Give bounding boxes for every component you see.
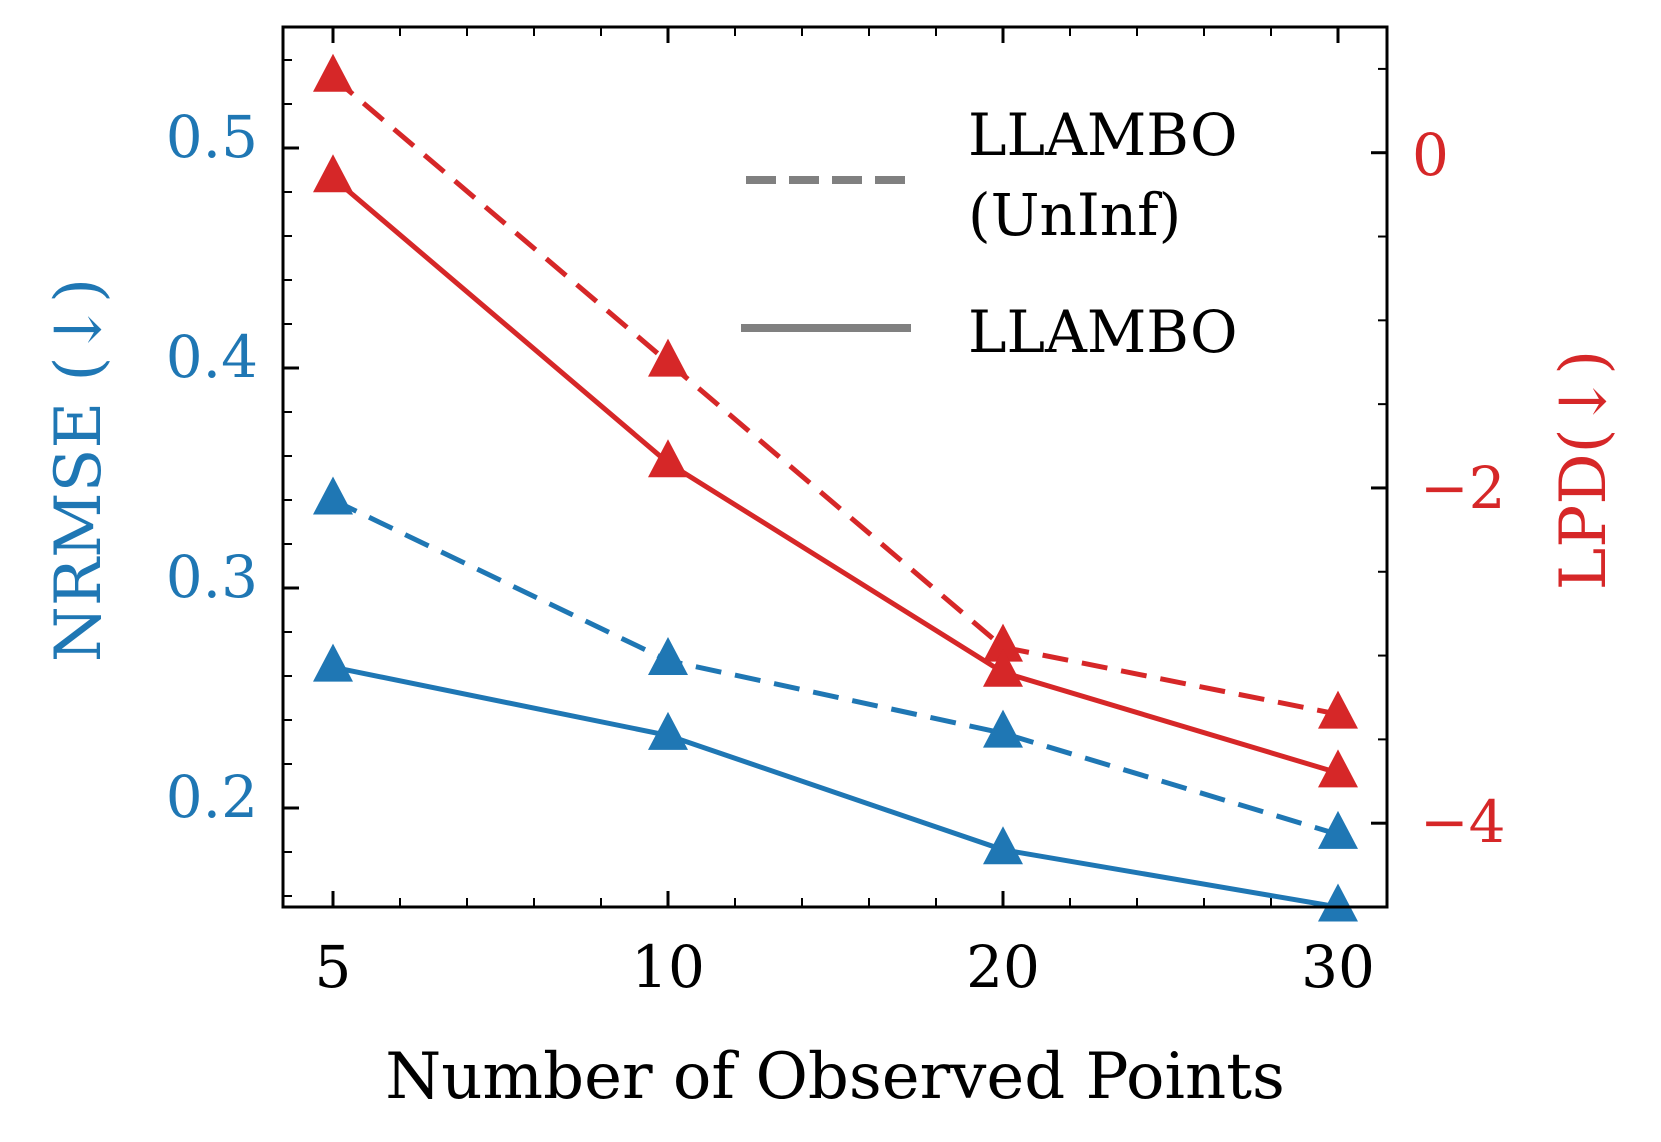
left-y-tick-label: 0.2: [166, 763, 258, 831]
data-point-marker: [648, 637, 688, 676]
data-point-marker: [1318, 749, 1358, 788]
left-y-axis-title: NRMSE (↓): [42, 278, 116, 662]
data-point-marker: [313, 154, 353, 193]
legend-label-uninf-line1: LLAMBO: [968, 101, 1238, 169]
x-tick-label: 5: [315, 933, 352, 1001]
right-y-tick-label: 0: [1412, 121, 1449, 189]
series-line: [331, 175, 1339, 776]
data-point-marker: [648, 711, 688, 750]
major-ticks: [283, 27, 1387, 907]
left-y-tick-label: 0.4: [166, 323, 258, 391]
right-y-axis-title: LPD(↓): [1547, 350, 1621, 590]
right-y-tick-label: −4: [1420, 788, 1506, 856]
data-point-marker: [1318, 810, 1358, 849]
series-line: [331, 497, 1339, 837]
plot-frame: [281, 25, 1389, 909]
legend-label-llambo: LLAMBO: [968, 298, 1238, 366]
data-point-marker: [1318, 690, 1358, 729]
legend-label-uninf-line2: (UnInf): [968, 181, 1181, 249]
data-point-marker: [983, 623, 1023, 662]
legend: LLAMBO (UnInf) LLAMBO: [741, 101, 1238, 366]
x-axis-title: Number of Observed Points: [385, 1040, 1285, 1114]
series-line: [332, 664, 1339, 910]
data-point-marker: [313, 476, 353, 515]
data-point-marker: [648, 439, 688, 478]
data-point-marker: [313, 643, 353, 682]
data-point-marker: [1318, 883, 1358, 922]
data-point-marker: [983, 826, 1023, 865]
data-point-marker: [983, 709, 1023, 748]
series-layer: [313, 53, 1358, 922]
right-y-tick-label: −2: [1420, 454, 1506, 522]
data-point-marker: [648, 338, 688, 377]
x-tick-label: 10: [631, 933, 705, 1001]
x-tick-label: 20: [966, 933, 1040, 1001]
data-point-marker: [313, 53, 353, 92]
series-line: [331, 75, 1339, 717]
data-point-marker: [983, 648, 1023, 687]
left-y-tick-label: 0.5: [166, 103, 258, 171]
x-tick-label: 30: [1301, 933, 1375, 1001]
left-y-tick-label: 0.3: [166, 543, 258, 611]
